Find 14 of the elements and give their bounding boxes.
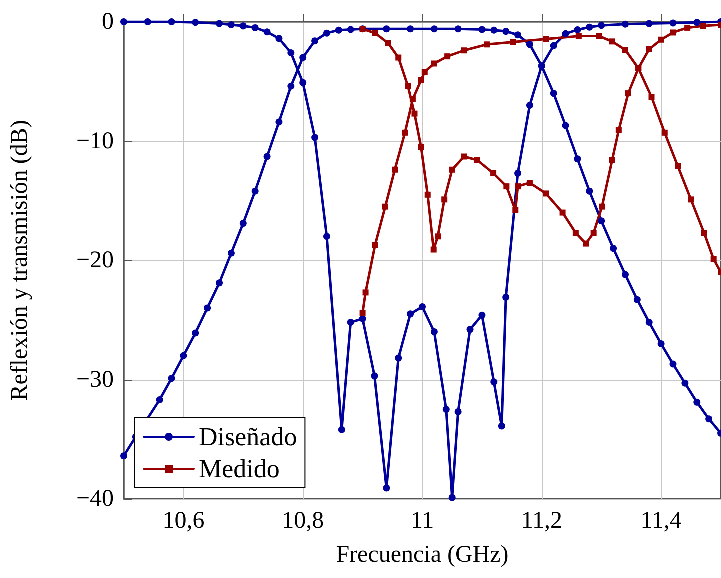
x-tick-label: 10,6 [162,508,205,534]
y-tick-label: 0 [102,9,114,35]
x-tick-label: 11 [410,508,434,534]
x-tick-label: 10,8 [282,508,324,534]
x-tick-label: 11,4 [640,508,682,534]
y-tick-label: −40 [76,486,114,512]
x-axis-title: Frecuencia (GHz) [336,542,509,568]
y-axis-title: Reflexión y transmisión (dB) [7,120,33,401]
legend-label: Diseñado [199,422,298,452]
legend-label: Medido [199,454,280,484]
y-tick-label: −20 [76,248,114,274]
x-tick-label: 11,2 [521,508,562,534]
y-tick-label: −30 [76,366,114,393]
y-tick-label: −10 [76,128,114,154]
